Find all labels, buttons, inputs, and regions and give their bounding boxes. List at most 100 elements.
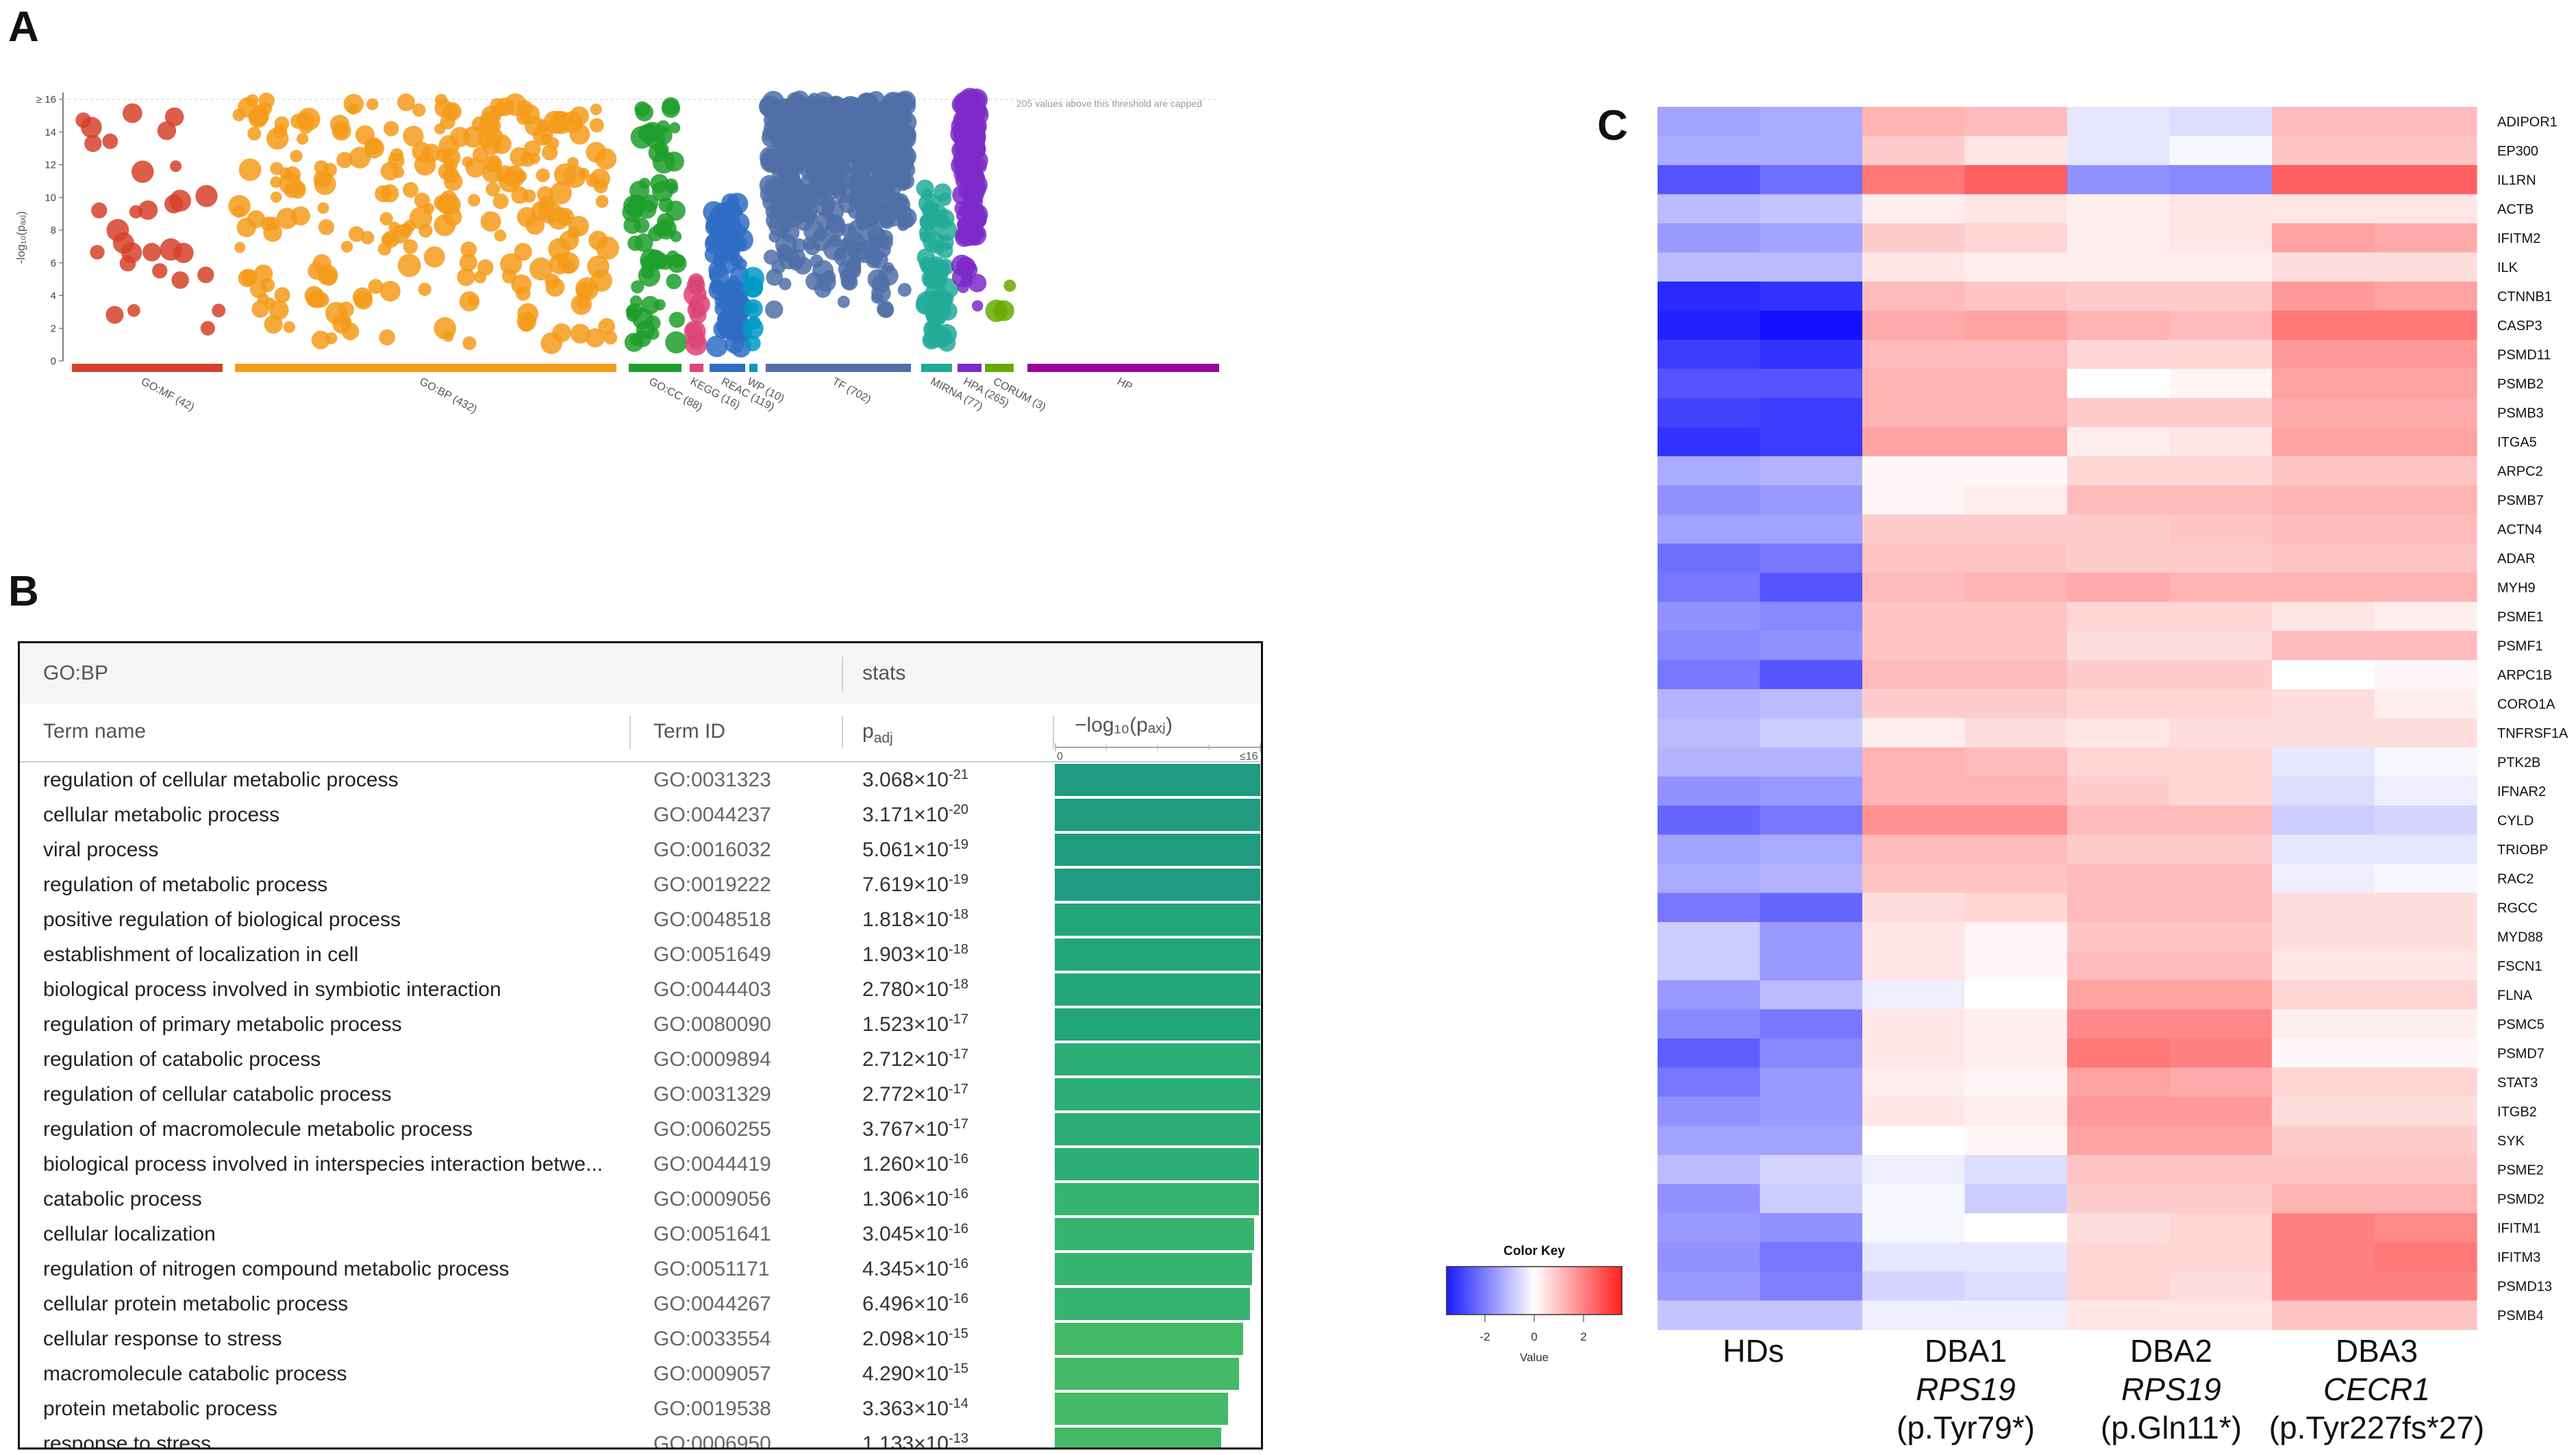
heatmap-cell[interactable] [2067, 806, 2171, 836]
term-point[interactable] [490, 105, 504, 119]
term-point[interactable] [403, 125, 424, 147]
heatmap-cell[interactable] [1964, 369, 2068, 399]
table-row[interactable]: regulation of metabolic process GO:001922… [20, 867, 1261, 902]
heatmap-cell[interactable] [1964, 631, 2068, 661]
heatmap-cell[interactable] [1862, 1300, 1966, 1330]
heatmap-cell[interactable] [1862, 689, 1966, 719]
term-point[interactable] [792, 184, 808, 199]
heatmap-cell[interactable] [2067, 1271, 2171, 1302]
heatmap-cell[interactable] [2169, 1271, 2273, 1302]
heatmap-cell[interactable] [1964, 514, 2068, 545]
term-point[interactable] [312, 254, 332, 273]
term-point[interactable] [91, 202, 108, 219]
term-point[interactable] [289, 182, 306, 199]
term-point[interactable] [742, 318, 764, 339]
term-point[interactable] [443, 207, 462, 227]
heatmap-cell[interactable] [1658, 1155, 1761, 1185]
heatmap-cell[interactable] [2169, 136, 2273, 166]
term-point[interactable] [871, 291, 884, 304]
term-point[interactable] [855, 187, 877, 209]
term-point[interactable] [131, 160, 154, 183]
term-point[interactable] [253, 264, 273, 284]
heatmap-cell[interactable] [2374, 398, 2477, 428]
term-point[interactable] [569, 106, 589, 126]
heatmap-cell[interactable] [2272, 485, 2375, 515]
heatmap-cell[interactable] [1658, 922, 1761, 952]
heatmap-cell[interactable] [2067, 427, 2171, 457]
term-point[interactable] [871, 169, 890, 188]
heatmap-cell[interactable] [2272, 514, 2375, 545]
term-point[interactable] [234, 242, 246, 253]
term-point[interactable] [246, 94, 259, 107]
term-point[interactable] [586, 328, 605, 348]
table-row[interactable]: cellular protein metabolic process GO:004… [20, 1286, 1261, 1321]
term-point[interactable] [418, 223, 433, 238]
heatmap-cell[interactable] [1964, 1067, 2068, 1097]
heatmap-cell[interactable] [1862, 806, 1966, 836]
heatmap-cell[interactable] [1658, 543, 1761, 573]
term-id-cell[interactable]: GO:0051649 [653, 943, 771, 966]
heatmap-cell[interactable] [2272, 1300, 2375, 1330]
heatmap-cell[interactable] [2067, 456, 2171, 486]
heatmap-cell[interactable] [2169, 1009, 2273, 1039]
term-point[interactable] [343, 94, 364, 114]
heatmap-cell[interactable] [2272, 1009, 2375, 1039]
heatmap-cell[interactable] [1760, 1126, 1863, 1156]
heatmap-cell[interactable] [2067, 485, 2171, 515]
term-point[interactable] [349, 147, 371, 169]
term-point[interactable] [276, 208, 298, 229]
term-point[interactable] [418, 282, 432, 297]
heatmap-cell[interactable] [2374, 340, 2477, 370]
term-point[interactable] [152, 263, 168, 279]
term-point[interactable] [728, 233, 745, 250]
heatmap-cell[interactable] [1862, 107, 1966, 137]
heatmap-cell[interactable] [2374, 136, 2477, 166]
heatmap-cell[interactable] [1964, 1097, 2068, 1127]
heatmap-cell[interactable] [2169, 1300, 2273, 1330]
col-term-id[interactable]: Term ID [653, 720, 725, 743]
term-point[interactable] [841, 223, 857, 238]
heatmap-cell[interactable] [1760, 1067, 1863, 1097]
heatmap-cell[interactable] [1964, 1271, 2068, 1302]
heatmap-cell[interactable] [1964, 107, 2068, 137]
term-point[interactable] [553, 110, 567, 125]
heatmap-cell[interactable] [1862, 136, 1966, 166]
heatmap-cell[interactable] [2272, 834, 2375, 865]
heatmap-cell[interactable] [1862, 1213, 1966, 1243]
heatmap-cell[interactable] [2169, 834, 2273, 865]
term-point[interactable] [742, 276, 764, 297]
heatmap-cell[interactable] [2067, 514, 2171, 545]
term-point[interactable] [985, 299, 1008, 323]
heatmap-cell[interactable] [2067, 601, 2171, 632]
heatmap-cell[interactable] [1964, 980, 2068, 1010]
term-id-cell[interactable]: GO:0051641 [653, 1223, 771, 1245]
heatmap-cell[interactable] [2374, 282, 2477, 312]
heatmap-cell[interactable] [1964, 1039, 2068, 1069]
heatmap-cell[interactable] [2374, 631, 2477, 661]
term-point[interactable] [563, 165, 586, 188]
term-point[interactable] [956, 256, 976, 276]
term-point[interactable] [412, 103, 426, 117]
heatmap-cell[interactable] [2169, 893, 2273, 923]
heatmap-cell[interactable] [1760, 1271, 1863, 1302]
heatmap-cell[interactable] [2067, 922, 2171, 952]
heatmap-cell[interactable] [1760, 776, 1863, 806]
term-point[interactable] [708, 269, 721, 281]
term-id-cell[interactable]: GO:0006950 [653, 1432, 771, 1450]
heatmap-cell[interactable] [2272, 806, 2375, 836]
term-point[interactable] [638, 264, 661, 287]
term-point[interactable] [516, 207, 538, 227]
term-point[interactable] [332, 121, 351, 141]
term-point[interactable] [774, 119, 795, 139]
term-point[interactable] [794, 114, 808, 129]
term-id-cell[interactable]: GO:0044419 [653, 1153, 771, 1176]
heatmap-cell[interactable] [2374, 1155, 2477, 1185]
term-point[interactable] [195, 185, 218, 208]
term-id-cell[interactable]: GO:0031329 [653, 1083, 771, 1106]
heatmap-cell[interactable] [1760, 1300, 1863, 1330]
heatmap-cell[interactable] [2374, 980, 2477, 1010]
term-point[interactable] [283, 321, 296, 334]
term-point[interactable] [829, 234, 842, 248]
term-point[interactable] [635, 103, 653, 122]
heatmap-cell[interactable] [2374, 951, 2477, 981]
